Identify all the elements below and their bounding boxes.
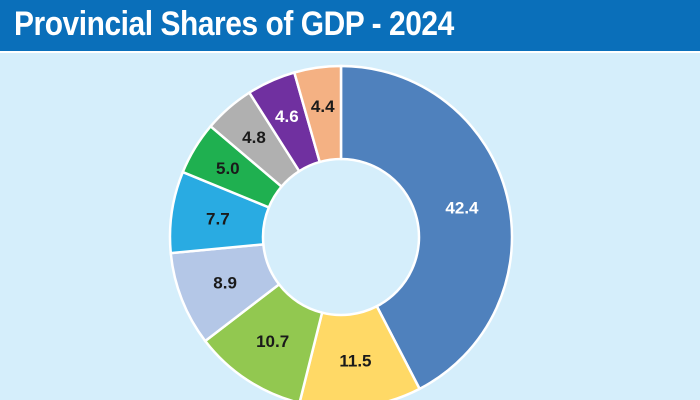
data-label: 4.8: [242, 128, 266, 147]
chart-title: Provincial Shares of GDP - 2024: [14, 5, 454, 43]
data-label: 4.4: [311, 97, 335, 116]
title-bar: Provincial Shares of GDP - 2024: [0, 0, 700, 53]
donut-slice: [298, 304, 422, 400]
data-label: 7.7: [206, 210, 230, 229]
data-label: 8.9: [213, 273, 237, 292]
data-label: 11.5: [339, 352, 371, 371]
data-label: 4.6: [275, 107, 299, 126]
data-label: 10.7: [256, 332, 289, 351]
data-label: 5.0: [216, 159, 240, 178]
data-label: 42.4: [445, 199, 479, 218]
donut-slice: [339, 64, 514, 391]
donut-slice: [292, 64, 343, 164]
